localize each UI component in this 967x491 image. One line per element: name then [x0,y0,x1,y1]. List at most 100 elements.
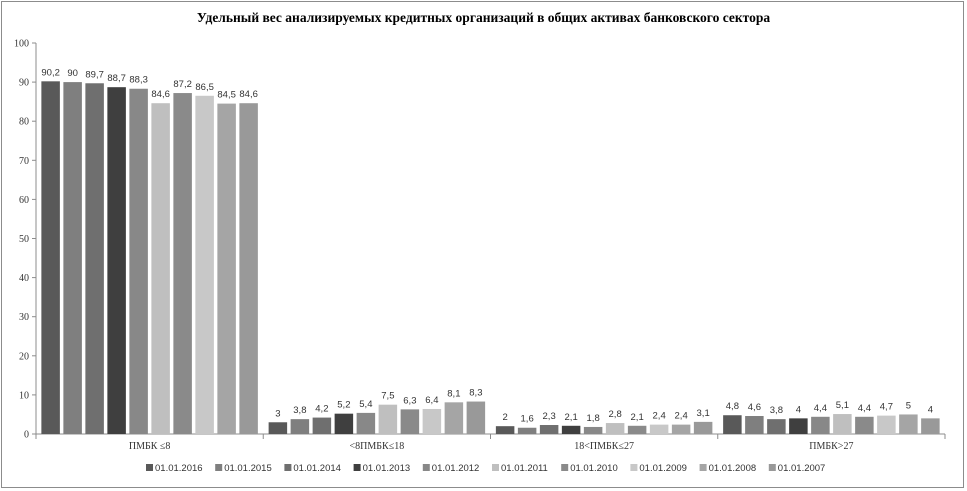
data-label: 3,1 [697,408,710,419]
data-label: 4,4 [858,403,871,414]
data-label: 3,8 [293,405,306,416]
bar [723,415,742,434]
legend-swatch [215,464,223,471]
bar [789,418,808,434]
data-label: 5,1 [836,400,849,411]
y-tick-label: 20 [19,351,29,362]
bar [583,426,603,434]
data-label: 1,6 [521,414,534,425]
bar [921,418,940,434]
data-label: 2,4 [653,411,666,422]
legend-swatch [353,464,361,471]
bar [466,401,486,434]
data-label: 90,2 [41,67,60,78]
y-tick-label: 60 [19,195,29,206]
data-label: 3,8 [770,405,783,416]
bar [517,427,537,434]
bar [41,81,60,435]
x-category-label: 18<ПМБК≤27 [574,441,634,452]
bar [649,424,669,434]
bar [312,417,332,434]
data-label: 2,4 [675,411,688,422]
data-label: 86,5 [195,82,214,93]
legend-swatch [492,464,499,471]
y-tick-label: 90 [19,78,29,89]
bar [495,426,515,434]
bar [899,414,918,434]
legend-label: 01.01.2016 [155,463,203,474]
bar [239,103,258,435]
legend-swatch [699,464,707,471]
legend-label: 01.01.2010 [570,463,618,474]
bar [745,416,764,434]
data-label: 88,3 [129,75,148,86]
legend-label: 01.01.2007 [778,463,826,474]
legend-swatch [146,464,153,471]
data-label: 1,8 [587,413,600,424]
data-label: 5 [906,400,911,411]
data-label: 3 [275,408,280,419]
y-tick-label: 10 [19,390,29,401]
data-label: 89,7 [85,69,104,80]
data-label: 4,4 [814,403,827,414]
data-label: 4,7 [880,402,893,413]
data-label: 6,4 [425,395,438,406]
data-label: 84,5 [217,90,236,101]
x-category-label: ПМБК>27 [809,441,853,452]
bar [444,402,464,434]
bar [217,103,236,434]
data-label: 8,1 [447,388,460,399]
data-label: 2 [502,412,507,423]
data-label: 88,7 [107,73,126,84]
legend-swatch [422,464,430,471]
legend-swatch [284,464,292,471]
x-category-label: <8ПМБК≤18 [350,441,405,452]
data-label: 5,4 [359,399,372,410]
bar [627,425,647,434]
legend-label: 01.01.2009 [639,463,687,474]
y-tick-label: 100 [14,39,29,50]
legend-swatch [561,464,569,471]
bar [290,419,310,434]
y-tick-label: 70 [19,156,29,167]
legend-swatch [630,464,638,471]
x-category-label: ПМБК ≤8 [129,441,171,452]
bar [173,93,192,434]
bar [378,404,398,434]
legend-label: 01.01.2013 [363,463,411,474]
y-tick-label: 30 [19,312,29,323]
bar [356,412,376,434]
bar [107,87,126,435]
legend-label: 01.01.2014 [293,463,341,474]
data-label: 4,8 [726,401,739,412]
y-tick-label: 0 [24,430,29,441]
bar [334,413,354,434]
chart-title: Удельный вес анализируемых кредитных орг… [196,10,771,25]
bar [85,83,104,434]
legend-label: 01.01.2008 [709,463,757,474]
bar [129,88,148,434]
bar [693,421,713,434]
bar [151,103,170,435]
bar [422,408,442,434]
data-label: 90 [67,68,78,79]
legend-swatch [768,464,776,471]
bar [833,414,852,434]
y-tick-label: 80 [19,117,29,128]
data-label: 4 [928,404,933,415]
legend-label: 01.01.2012 [432,463,480,474]
bar [877,415,896,434]
data-labels-group: 90,2 90 89,7 88,7 88,384,687,2 86,584,5 84,63 3… [41,67,933,424]
bar [539,425,559,434]
bar [855,416,874,434]
data-label: 8,3 [469,388,482,399]
y-tick-label: 40 [19,273,29,284]
bar [605,423,625,434]
data-label: 6,3 [403,395,416,406]
data-label: 2,1 [631,412,644,423]
data-label: 2,3 [543,411,556,422]
legend: 01.01.2016 01.01.2015 01.01.2014 01.01.2013… [146,463,825,474]
data-label: 7,5 [381,391,394,402]
bar [561,425,581,434]
